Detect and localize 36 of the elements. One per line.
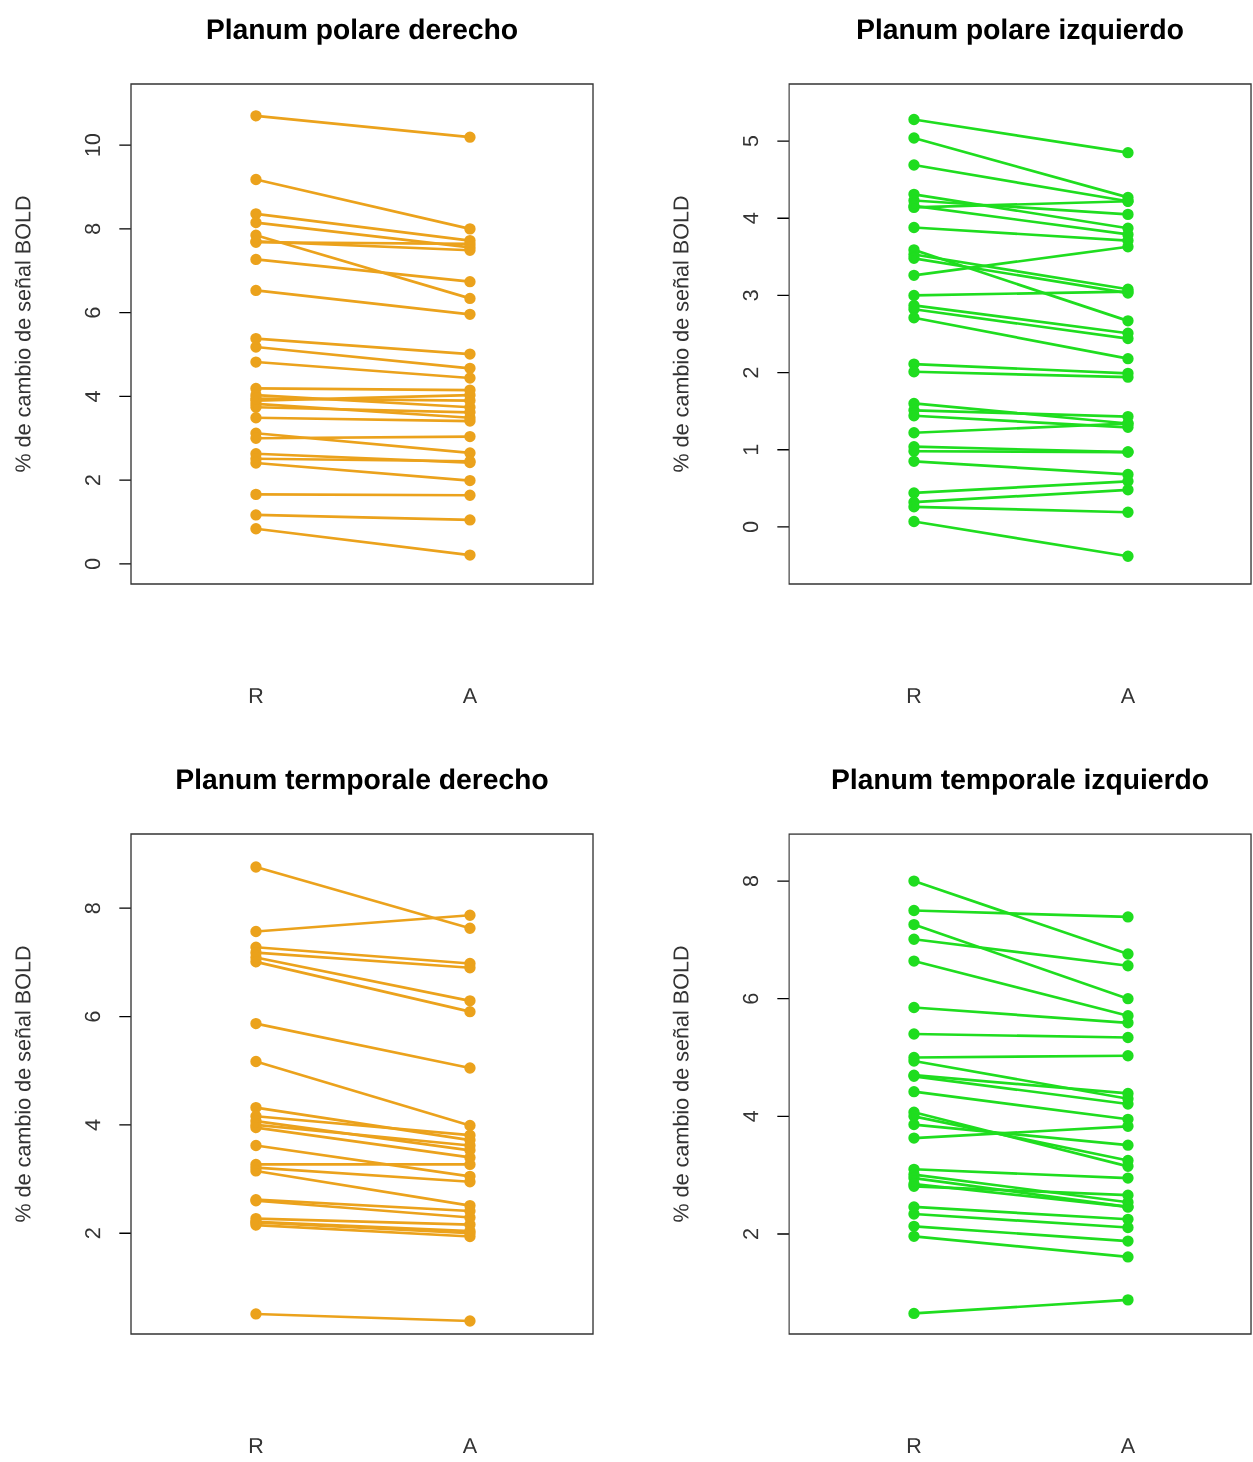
x-tick-label: R: [249, 688, 263, 704]
y-tick-label: 1: [743, 444, 759, 455]
x-tick-label: A: [1120, 688, 1136, 704]
y-tick-label: 4: [85, 391, 101, 402]
x-tick-label: R: [907, 1438, 921, 1454]
y-tick-label: 3: [742, 290, 759, 301]
x-tick-label: R: [249, 1438, 263, 1454]
x-tick-label: A: [1120, 1438, 1136, 1454]
y-tick-label: 4: [743, 212, 759, 224]
y-tick-label: 2: [743, 1229, 759, 1239]
y-axis-title: % de cambio de señal BOLD: [14, 196, 31, 472]
chart-title: Planum polare derecho: [207, 18, 517, 45]
y-tick-label: 2: [85, 475, 101, 486]
chart-title: Planum polare izquierdo: [858, 18, 1183, 45]
chart-title: Planum temporale izquierdo: [832, 768, 1208, 795]
y-tick-label: 10: [84, 133, 101, 156]
y-tick-label: 2: [85, 1228, 101, 1239]
x-tick-label: A: [462, 688, 478, 704]
y-tick-label: 4: [85, 1119, 101, 1131]
y-tick-label: 2: [743, 367, 759, 378]
y-tick-label: 5: [743, 135, 759, 147]
y-tick-label: 8: [742, 875, 759, 887]
y-tick-label: 0: [742, 521, 759, 533]
y-tick-label: 6: [84, 307, 101, 318]
y-tick-label: 6: [742, 993, 759, 1004]
y-axis-title: % de cambio de señal BOLD: [672, 946, 689, 1222]
y-axis-title: % de cambio de señal BOLD: [672, 196, 689, 472]
chart-title: Planum termporale derecho: [177, 768, 548, 795]
y-tick-label: 0: [84, 558, 101, 570]
y-tick-label: 4: [743, 1110, 759, 1122]
y-axis-title: % de cambio de señal BOLD: [14, 946, 31, 1222]
y-tick-label: 6: [84, 1011, 101, 1022]
y-tick-label: 8: [84, 223, 101, 234]
x-tick-label: R: [907, 688, 921, 704]
y-tick-label: 8: [84, 903, 101, 914]
x-tick-label: A: [462, 1438, 478, 1454]
